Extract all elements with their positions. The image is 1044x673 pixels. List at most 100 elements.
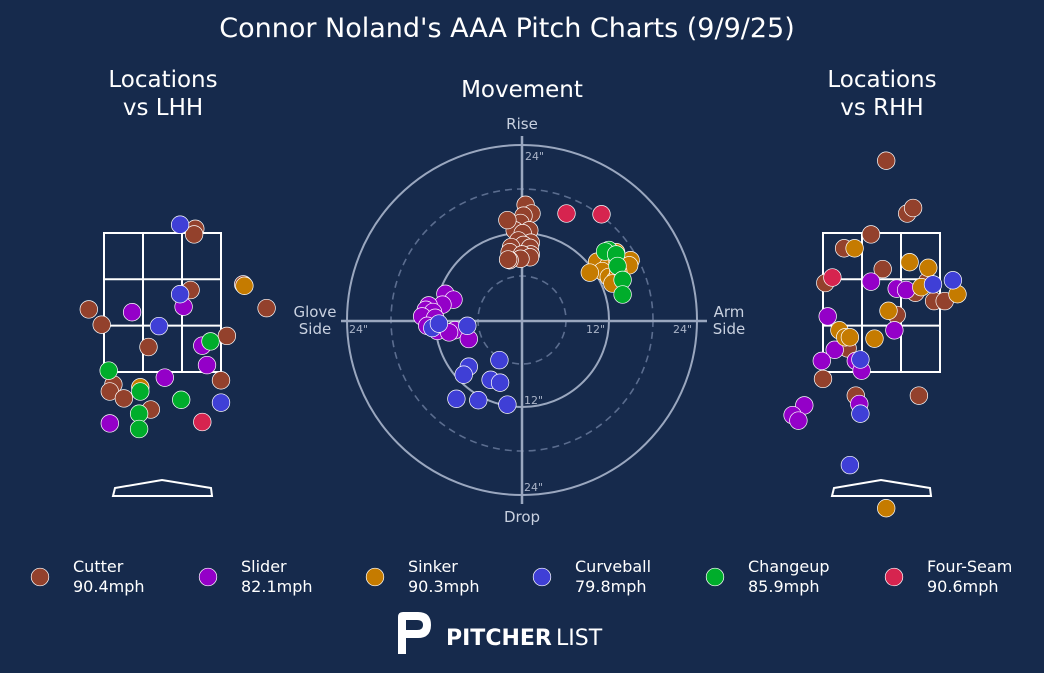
pitch-point-sinker [840, 328, 860, 347]
ring-label-bottom-24: 24" [524, 481, 543, 494]
legend-label-sinker: Sinker [408, 557, 458, 576]
pitch-point-cutter [79, 300, 98, 319]
pitch-point-cutter [217, 326, 237, 346]
axis-label-arm-side-2: Side [713, 320, 745, 338]
pitch-point-slider [789, 411, 808, 430]
page-title: Connor Noland's AAA Pitch Charts (9/9/25… [219, 13, 795, 44]
pitch-point-curveball [943, 271, 963, 290]
movement-point-curveball [469, 391, 488, 410]
legend-velocity-curveball: 79.8mph [575, 577, 647, 596]
pitch-point-slider [818, 307, 837, 326]
pitch-point-cutter [861, 225, 881, 244]
movement-point-curveball [490, 373, 510, 392]
pitch-point-fourseam [193, 412, 212, 432]
legend-velocity-fourseam: 90.6mph [927, 577, 999, 596]
pitch-point-cutter [114, 389, 134, 408]
movement-point-curveball [454, 365, 473, 384]
legend-velocity-sinker: 90.3mph [408, 577, 480, 596]
pitch-point-curveball [851, 350, 870, 369]
pitch-point-sinker [879, 301, 898, 320]
axis-label-glove-side-2: Side [299, 320, 331, 338]
legend-velocity-slider: 82.1mph [241, 577, 313, 596]
legend-label-cutter: Cutter [73, 557, 124, 576]
pitch-point-cutter [813, 369, 833, 389]
movement-panel-title: Movement [461, 77, 583, 103]
pitch-point-fourseam [823, 268, 842, 287]
pitch-point-sinker [877, 499, 896, 518]
pitch-point-slider [861, 272, 881, 291]
pitch-point-changeup [172, 390, 191, 409]
legend-marker-changeup [705, 567, 725, 587]
lhh-panel-title: Locations [108, 67, 217, 93]
movement-point-curveball [498, 395, 517, 414]
rhh-home-plate [830, 478, 933, 497]
movement-pitch-points [412, 195, 640, 414]
pitch-point-cutter [909, 386, 929, 405]
pitch-point-sinker [845, 239, 864, 258]
pitch-point-changeup [131, 382, 150, 401]
legend-marker-curveball [532, 567, 552, 587]
pitch-point-slider [896, 280, 916, 300]
movement-grid [341, 136, 707, 504]
pitch-point-cutter [184, 225, 204, 244]
legend-velocity-cutter: 90.4mph [73, 577, 145, 596]
movement-point-sinker [580, 263, 599, 282]
pitcherlist-logo: PITCHER LIST [398, 612, 603, 654]
pitcherlist-logo-icon [398, 612, 431, 654]
pitch-point-slider [122, 303, 142, 322]
ring-label-top-24: 24" [525, 150, 544, 163]
movement-point-curveball [458, 316, 477, 335]
axis-label-drop: Drop [504, 508, 540, 526]
pitch-point-slider [100, 414, 119, 433]
axis-label-arm-side: Arm [714, 303, 745, 321]
legend-marker-fourseam [884, 567, 904, 587]
ring-label-bottom-12: 12" [524, 394, 543, 407]
lhh-home-plate [111, 478, 214, 497]
pitch-point-curveball [923, 275, 943, 294]
movement-point-curveball [447, 389, 466, 408]
movement-point-fourseam [592, 205, 611, 224]
rhh-panel-subtitle: vs RHH [840, 95, 923, 121]
legend-label-curveball: Curveball [575, 557, 651, 576]
axis-label-glove-side: Glove [293, 303, 336, 321]
pitch-point-slider [825, 340, 844, 359]
pitch-point-changeup [129, 419, 149, 439]
pitch-point-slider [197, 355, 217, 375]
brand-name-bold: PITCHER [446, 626, 552, 651]
pitch-point-cutter [873, 259, 892, 279]
pitch-point-curveball [851, 404, 870, 423]
movement-point-cutter [498, 210, 517, 230]
legend-velocity-changeup: 85.9mph [748, 577, 820, 596]
pitch-point-cutter [92, 315, 111, 334]
legend-label-fourseam: Four-Seam [927, 557, 1012, 576]
pitch-point-curveball [170, 285, 190, 304]
movement-point-fourseam [557, 204, 576, 223]
pitch-point-sinker [919, 258, 938, 277]
pitch-point-sinker [900, 253, 919, 272]
movement-point-curveball [490, 350, 509, 370]
pitch-point-curveball [840, 455, 860, 475]
ring-label-right-12: 12" [586, 323, 605, 336]
pitch-point-sinker [865, 329, 884, 348]
legend-label-slider: Slider [241, 557, 287, 576]
pitch-point-changeup [99, 361, 118, 380]
pitch-point-curveball [211, 393, 231, 412]
legend-marker-slider [198, 567, 218, 587]
lhh-panel-subtitle: vs LHH [123, 95, 203, 121]
axis-label-rise: Rise [506, 115, 538, 133]
pitch-point-slider [812, 351, 831, 371]
pitch-point-cutter [139, 337, 158, 357]
pitch-point-sinker [235, 276, 254, 295]
pitch-point-slider [885, 321, 904, 340]
pitch-point-changeup [201, 332, 220, 351]
pitch-point-curveball [149, 316, 169, 336]
pitch-point-curveball [170, 215, 190, 234]
pitch-point-cutter [877, 151, 896, 170]
pitch-point-cutter [903, 198, 923, 218]
movement-point-curveball [429, 314, 449, 333]
movement-point-cutter [498, 250, 518, 269]
brand-name-light: LIST [556, 626, 603, 651]
ring-label-left-24: 24" [349, 323, 368, 336]
